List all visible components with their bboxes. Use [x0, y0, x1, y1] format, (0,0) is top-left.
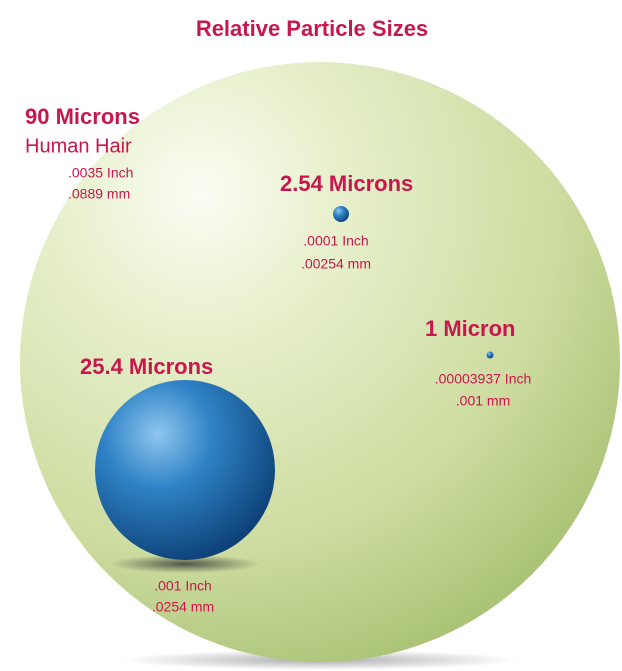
inch-label: .001 Inch: [154, 578, 212, 594]
size-label: 1 Micron: [425, 316, 515, 341]
particle-sphere: [95, 380, 275, 560]
particle-sphere: [333, 206, 349, 222]
size-label: 2.54 Microns: [280, 171, 413, 196]
mm-label: .0254 mm: [152, 599, 214, 615]
mm-label: .001 mm: [456, 393, 510, 409]
title: Relative Particle Sizes: [196, 16, 428, 41]
mm-label: .00254 mm: [301, 256, 371, 272]
size-label: 25.4 Microns: [80, 354, 213, 379]
inch-label: .0001 Inch: [303, 233, 368, 249]
mm-label: .0889 mm: [68, 186, 130, 202]
inch-label: .00003937 Inch: [435, 371, 532, 387]
size-label: 90 Microns: [25, 104, 140, 129]
particle-name: Human Hair: [25, 135, 132, 157]
infographic: Relative Particle Sizes 90 Microns Human…: [0, 0, 622, 671]
inch-label: .0035 Inch: [68, 165, 133, 181]
particle-sphere: [487, 352, 494, 359]
